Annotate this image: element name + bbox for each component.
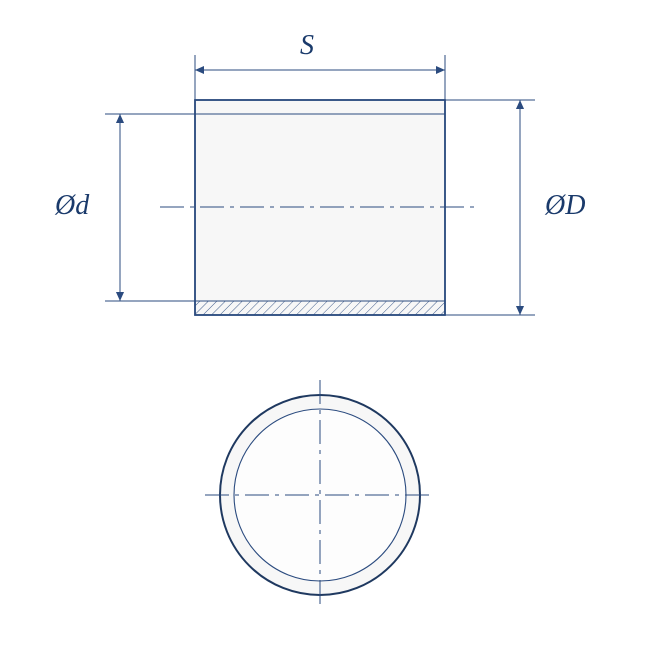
technical-drawing-svg bbox=[0, 0, 671, 670]
dimension-label-width: S bbox=[300, 30, 314, 62]
dimension-label-outer-diameter: ØD bbox=[545, 190, 585, 222]
drawing-canvas: S Ød ØD bbox=[0, 0, 671, 670]
dimension-label-inner-diameter: Ød bbox=[55, 190, 89, 222]
